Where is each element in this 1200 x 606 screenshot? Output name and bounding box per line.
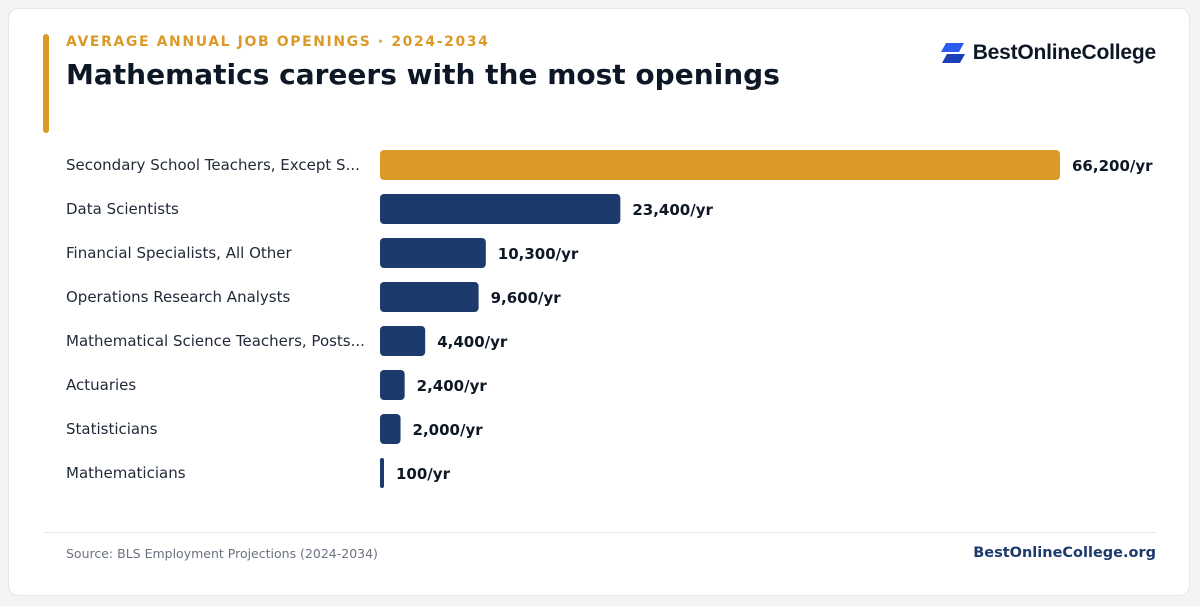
footer-site-link[interactable]: BestOnlineCollege.org	[973, 545, 1156, 561]
value-label: 2,000/yr	[413, 421, 484, 439]
bar	[380, 414, 401, 444]
chart-eyebrow: AVERAGE ANNUAL JOB OPENINGS · 2024-2034	[66, 34, 490, 50]
value-label: 23,400/yr	[632, 201, 713, 219]
bar	[380, 326, 426, 356]
stacked-parallelogram-logo-icon	[940, 43, 965, 63]
bar	[380, 458, 384, 488]
value-label: 4,400/yr	[437, 333, 508, 351]
chart-title: Mathematics careers with the most openin…	[66, 58, 780, 91]
category-label: Data Scientists	[66, 200, 179, 218]
category-label: Statisticians	[66, 420, 158, 438]
category-label: Secondary School Teachers, Except S...	[66, 156, 360, 174]
value-label: 9,600/yr	[491, 289, 562, 307]
bar	[380, 194, 621, 224]
value-label: 2,400/yr	[417, 377, 488, 395]
category-label: Actuaries	[66, 376, 136, 394]
category-label: Operations Research Analysts	[66, 288, 291, 306]
category-label: Financial Specialists, All Other	[66, 244, 292, 262]
bar	[380, 370, 405, 400]
bar	[380, 150, 1060, 180]
category-label: Mathematicians	[66, 464, 186, 482]
source-note: Source: BLS Employment Projections (2024…	[66, 546, 378, 561]
accent-bar	[43, 34, 49, 133]
chart-card	[8, 8, 1190, 596]
value-label: 100/yr	[396, 465, 451, 483]
brand-logo[interactable]: BestOnlineCollege	[940, 40, 1156, 66]
brand-name: BestOnlineCollege	[972, 41, 1157, 64]
bar	[380, 238, 486, 268]
bar	[380, 282, 479, 312]
footer-divider	[44, 532, 1156, 533]
value-label: 66,200/yr	[1072, 157, 1153, 175]
category-label: Mathematical Science Teachers, Posts...	[66, 332, 365, 350]
value-label: 10,300/yr	[498, 245, 579, 263]
